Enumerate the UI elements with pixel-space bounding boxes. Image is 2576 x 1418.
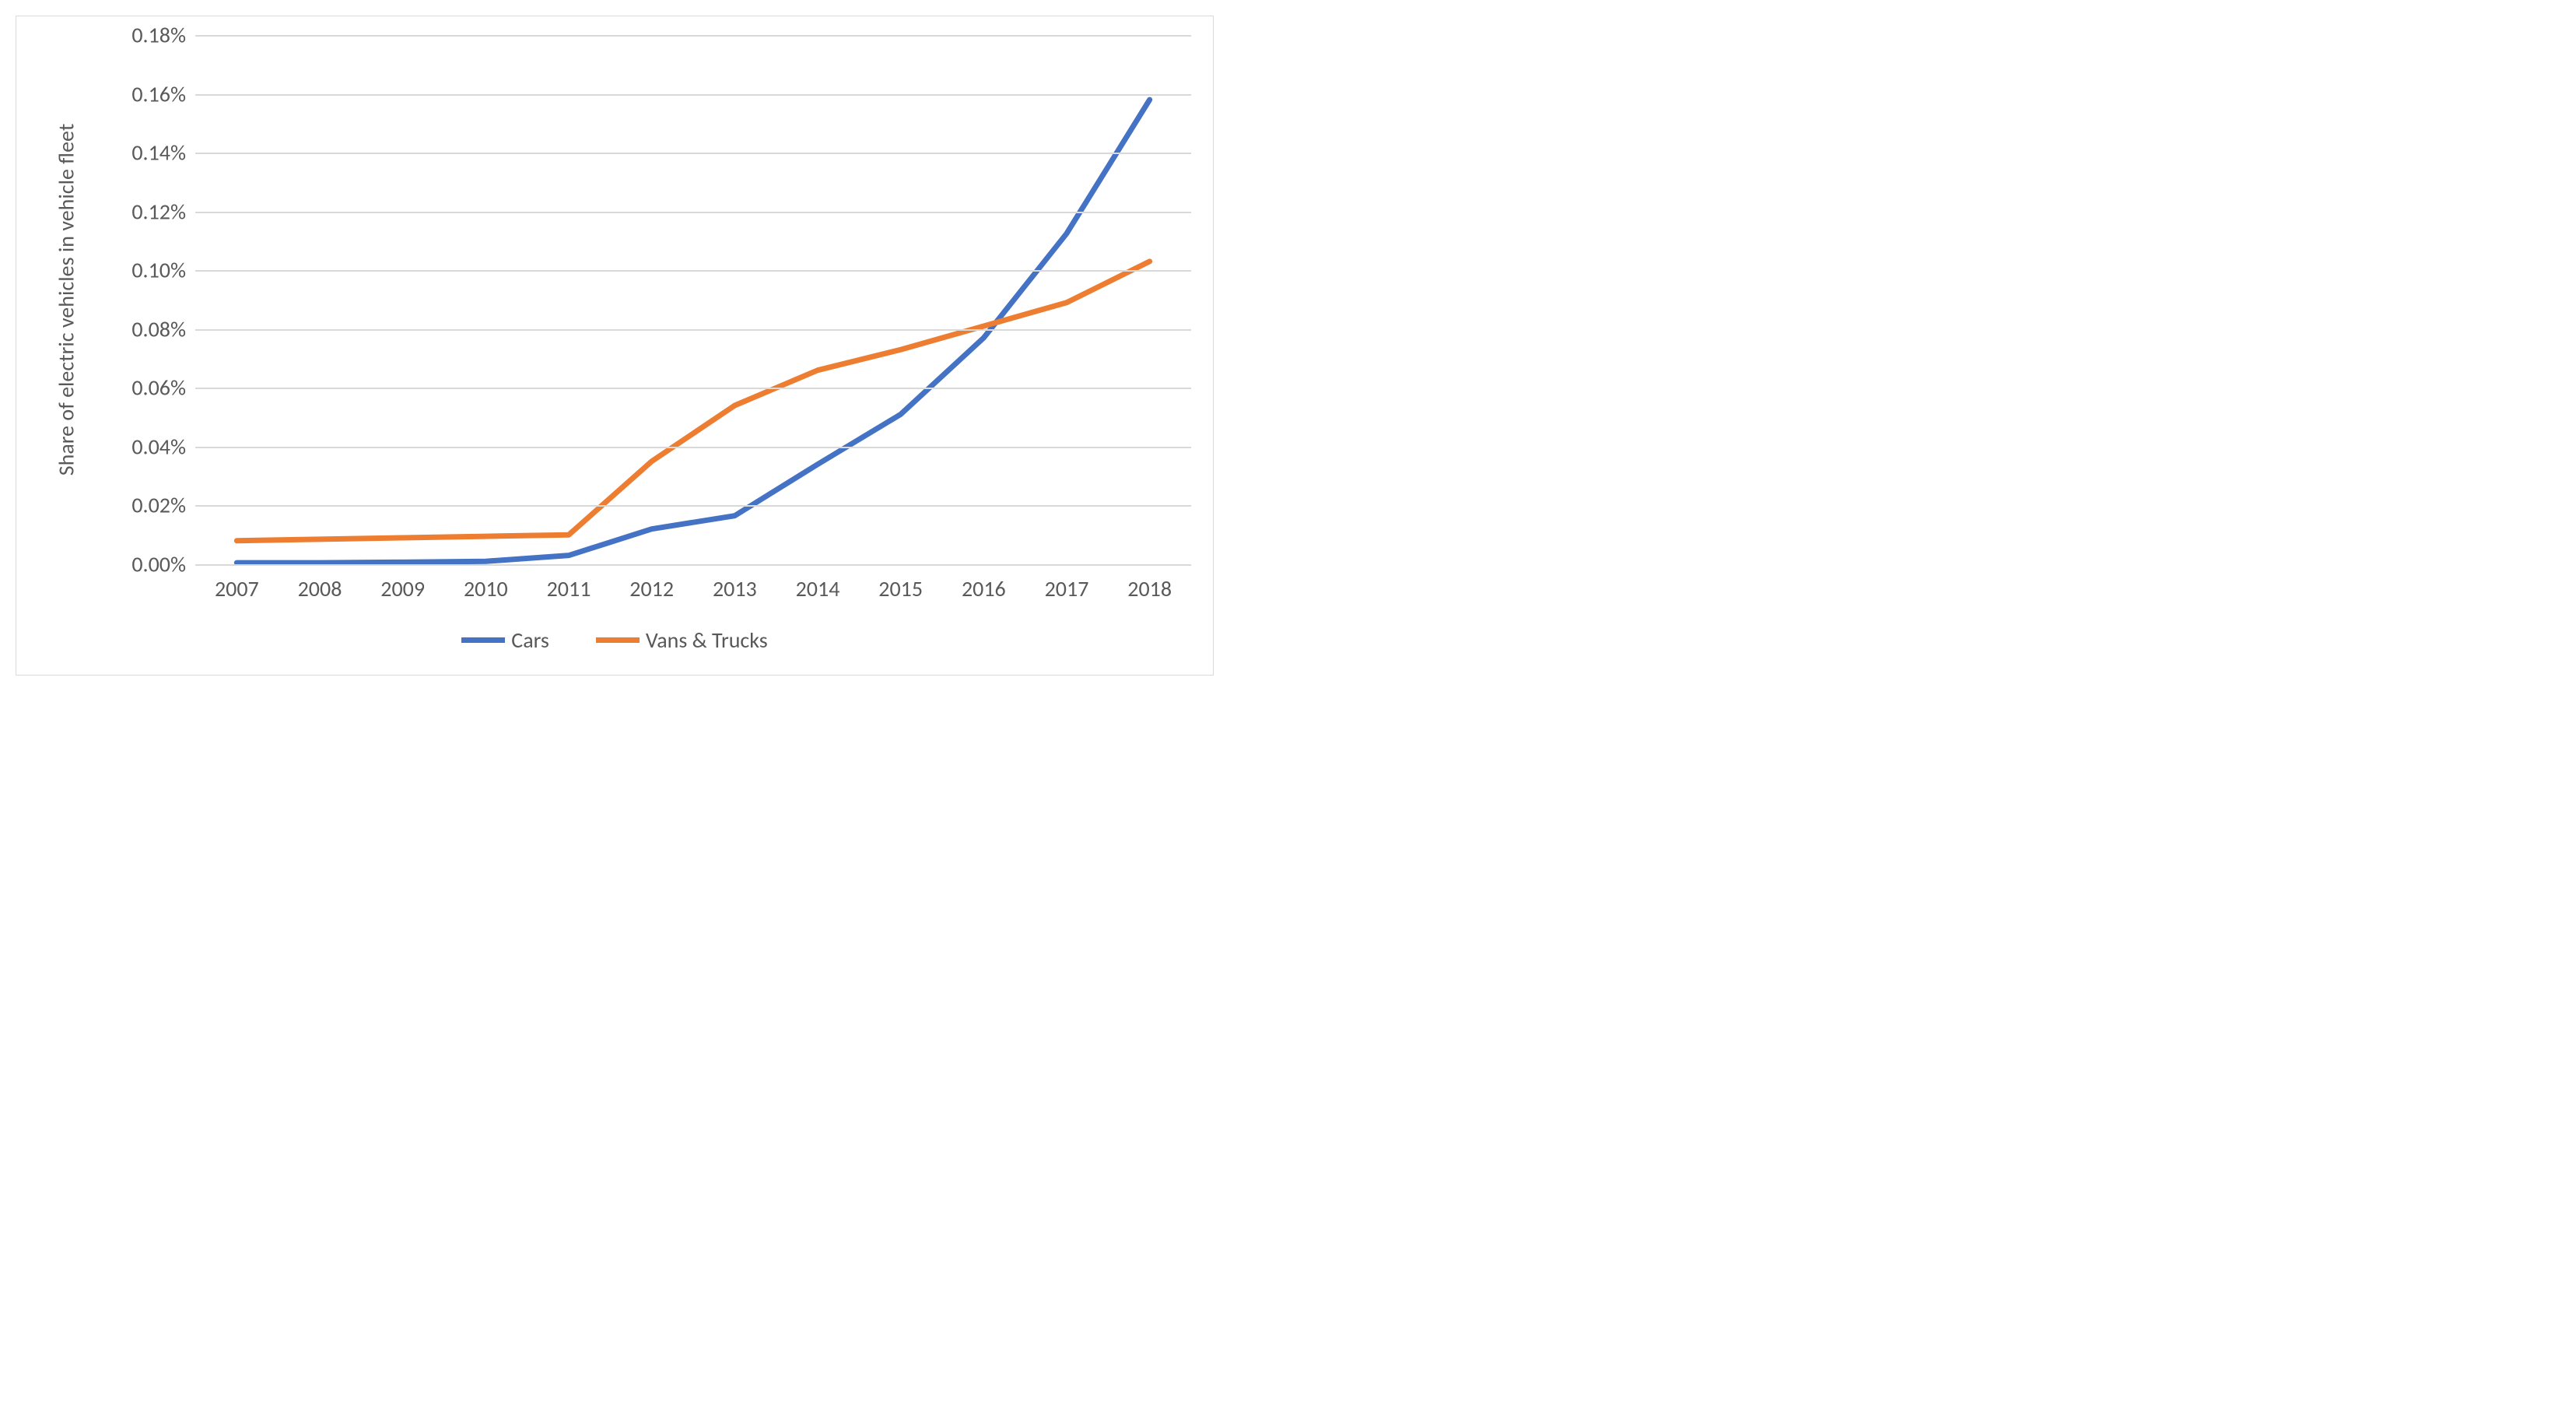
x-tick-label: 2013 (713, 564, 757, 602)
y-tick-label: 0.16% (131, 80, 195, 107)
x-tick-label: 2015 (878, 564, 923, 602)
gridline (195, 270, 1191, 272)
legend-item: Vans & Trucks (596, 627, 768, 654)
gridline (195, 329, 1191, 331)
legend-swatch (461, 637, 505, 643)
y-tick-label: 0.02% (131, 492, 195, 519)
legend-label: Vans & Trucks (646, 627, 768, 654)
chart-lines-svg (195, 35, 1191, 564)
gridline (195, 212, 1191, 213)
gridline (195, 388, 1191, 389)
y-axis-title: Share of electric vehicles in vehicle fl… (53, 124, 80, 476)
x-tick-label: 2010 (464, 564, 508, 602)
legend-label: Cars (511, 627, 549, 654)
y-tick-label: 0.06% (131, 374, 195, 402)
x-axis-line (195, 564, 1191, 566)
x-tick-label: 2007 (215, 564, 259, 602)
legend-item: Cars (461, 627, 549, 654)
y-tick-label: 0.12% (131, 198, 195, 225)
series-line (237, 100, 1149, 563)
y-tick-label: 0.14% (131, 139, 195, 167)
y-tick-label: 0.08% (131, 315, 195, 342)
x-tick-label: 2012 (629, 564, 674, 602)
gridline (195, 94, 1191, 96)
x-tick-label: 2009 (380, 564, 425, 602)
x-tick-label: 2008 (298, 564, 342, 602)
y-tick-label: 0.04% (131, 433, 195, 460)
x-tick-label: 2016 (962, 564, 1006, 602)
chart-legend: Cars Vans & Trucks (16, 627, 1213, 654)
y-tick-label: 0.00% (131, 551, 195, 578)
y-tick-label: 0.18% (131, 22, 195, 49)
gridline (195, 447, 1191, 448)
gridline (195, 153, 1191, 154)
plot-area: 0.00%0.02%0.04%0.06%0.08%0.10%0.12%0.14%… (195, 35, 1191, 564)
x-tick-label: 2011 (547, 564, 591, 602)
gridline (195, 35, 1191, 37)
x-tick-label: 2014 (796, 564, 840, 602)
gridline (195, 505, 1191, 507)
x-tick-label: 2018 (1127, 564, 1172, 602)
y-tick-label: 0.10% (131, 257, 195, 284)
x-tick-label: 2017 (1045, 564, 1089, 602)
legend-swatch (596, 637, 640, 643)
chart-frame: 0.00% 0.02% 0.04% 0.06% 0.08% 0.10% 0.12% 0.14%… (16, 16, 1214, 676)
